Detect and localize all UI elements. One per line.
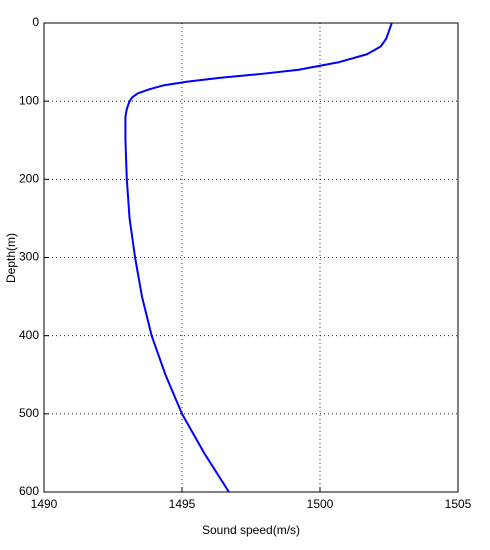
y-tick-label: 300 (19, 250, 39, 264)
x-tick-label: 1495 (169, 497, 196, 511)
x-tick-label: 1505 (445, 497, 472, 511)
y-tick-label: 200 (19, 172, 39, 186)
data-line (124, 22, 393, 493)
x-tick-label: 1490 (31, 497, 58, 511)
x-tick-label: 1500 (307, 497, 334, 511)
plot-area (44, 23, 458, 492)
plot-frame (43, 22, 459, 493)
y-tick-label: 100 (19, 93, 39, 107)
y-tick-label: 500 (19, 406, 39, 420)
y-tick-label: 600 (19, 484, 39, 498)
x-axis-label: Sound speed(m/s) (202, 523, 300, 537)
y-axis-label: Depth(m) (4, 233, 18, 283)
y-tick-label: 400 (19, 328, 39, 342)
y-tick-label: 0 (32, 15, 39, 29)
